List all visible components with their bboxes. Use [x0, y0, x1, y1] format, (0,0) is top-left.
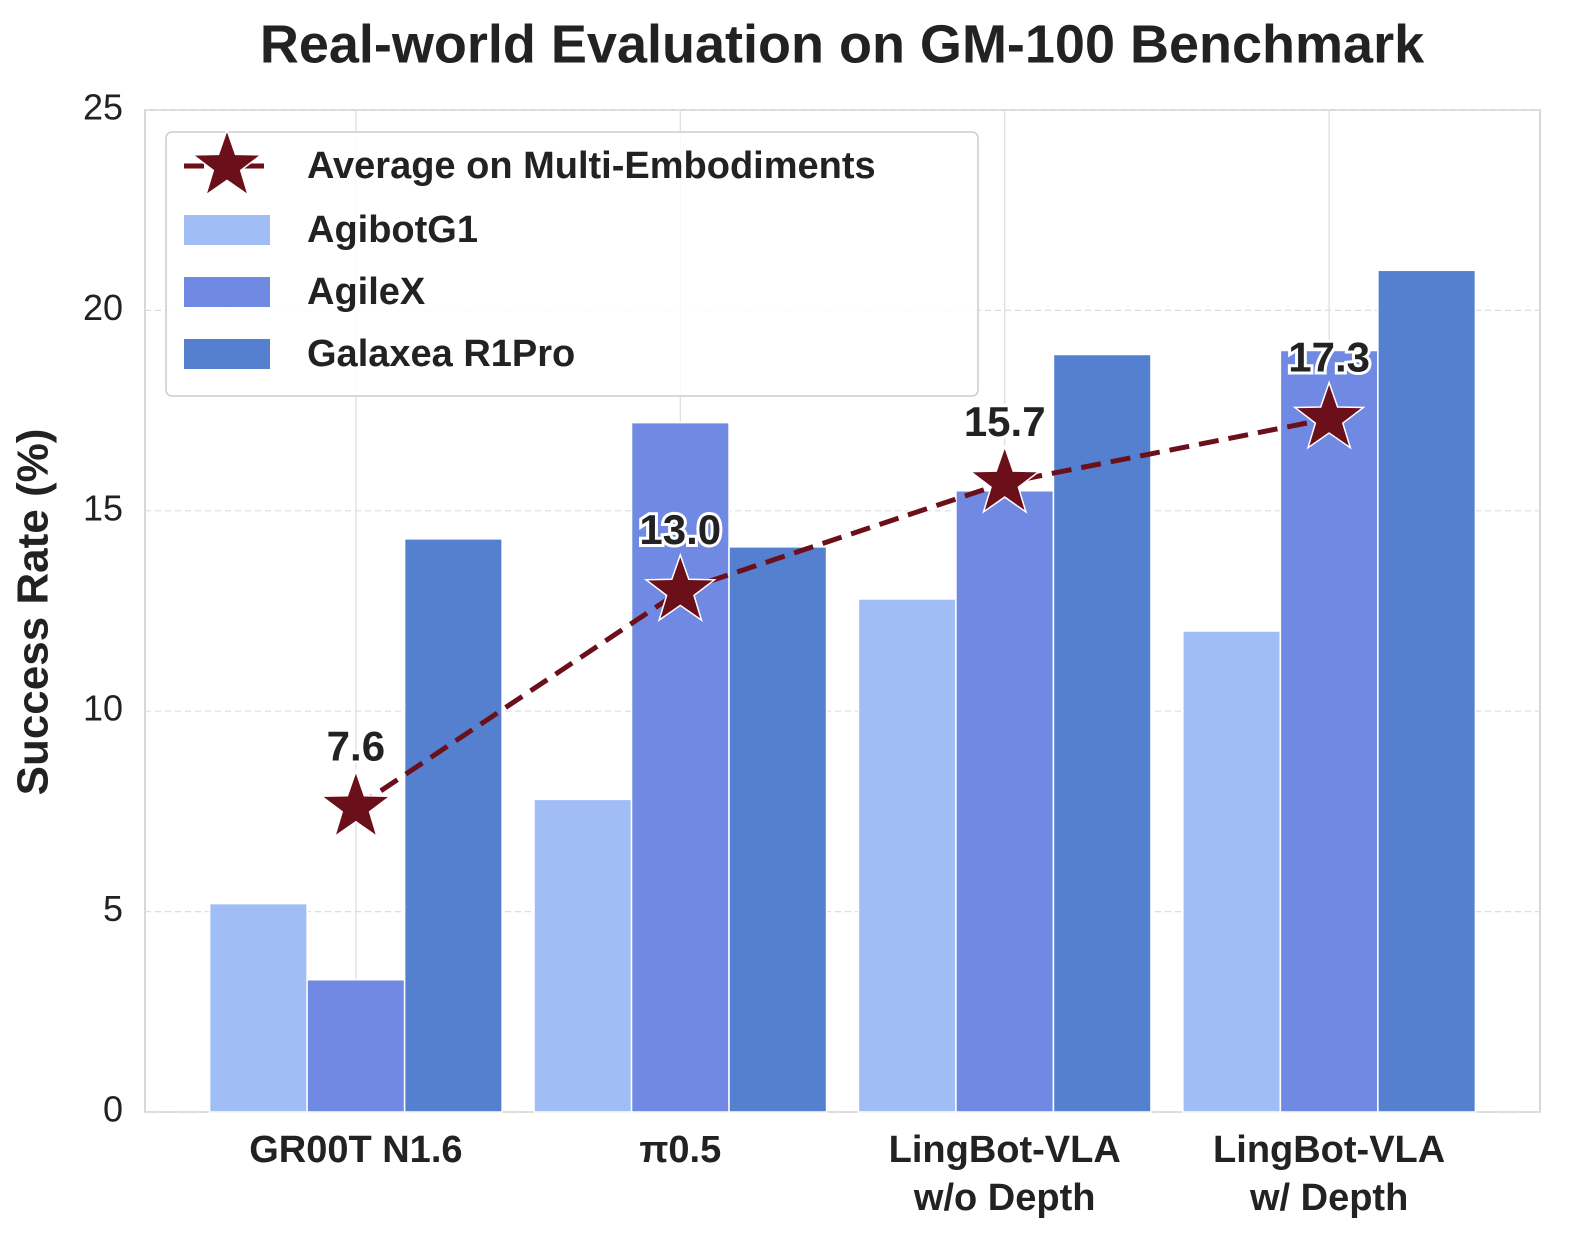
y-tick-label: 5: [103, 888, 123, 929]
bar: [1377, 269, 1477, 1113]
bar: [403, 538, 503, 1113]
legend-label: Average on Multi-Embodiments: [307, 145, 876, 187]
value-label: 15.7: [964, 398, 1046, 445]
bar: [728, 546, 828, 1113]
y-tick-label: 0: [103, 1089, 123, 1130]
bar: [208, 902, 308, 1113]
legend-label: AgileX: [307, 271, 426, 313]
legend-label: Galaxea R1Pro: [307, 333, 575, 375]
value-label: 17.3: [1288, 334, 1370, 381]
y-tick-label: 20: [83, 287, 123, 328]
legend-label: AgibotG1: [307, 209, 478, 251]
average-line: [354, 416, 1330, 810]
bar: [1052, 353, 1152, 1113]
x-tick-label: GR00T N1.6: [249, 1129, 462, 1171]
y-axis-label: Success Rate (%): [9, 429, 58, 796]
chart-title: Real-world Evaluation on GM-100 Benchmar…: [260, 14, 1425, 74]
x-tick-label: LingBot-VLA: [889, 1129, 1121, 1171]
legend-swatch: [184, 215, 270, 245]
bar: [306, 978, 406, 1113]
bar: [955, 490, 1055, 1113]
x-tick-label: LingBot-VLA: [1213, 1129, 1445, 1171]
bar: [857, 598, 957, 1113]
star-marker: [1292, 380, 1366, 450]
y-tick-label: 25: [83, 87, 123, 128]
legend-box: [165, 131, 979, 397]
bar: [630, 421, 730, 1113]
value-label: 13.0: [639, 506, 721, 553]
legend-swatch: [184, 339, 270, 369]
y-tick-label: 10: [83, 688, 123, 729]
legend-star: [190, 127, 264, 197]
star-marker: [968, 444, 1042, 514]
bar: [1182, 630, 1282, 1113]
bar: [533, 798, 633, 1113]
x-tick-label: w/ Depth: [1249, 1177, 1408, 1219]
x-tick-label: π0.5: [639, 1129, 721, 1171]
legend: Average on Multi-Embodiments AgibotG1 Agil…: [165, 127, 979, 397]
value-label: 7.6: [327, 722, 385, 769]
star-marker: [643, 552, 717, 622]
star-marker: [319, 769, 393, 839]
y-tick-label: 15: [83, 487, 123, 528]
x-tick-label: w/o Depth: [913, 1177, 1096, 1219]
legend-swatch: [184, 277, 270, 307]
bar: [1279, 349, 1379, 1113]
